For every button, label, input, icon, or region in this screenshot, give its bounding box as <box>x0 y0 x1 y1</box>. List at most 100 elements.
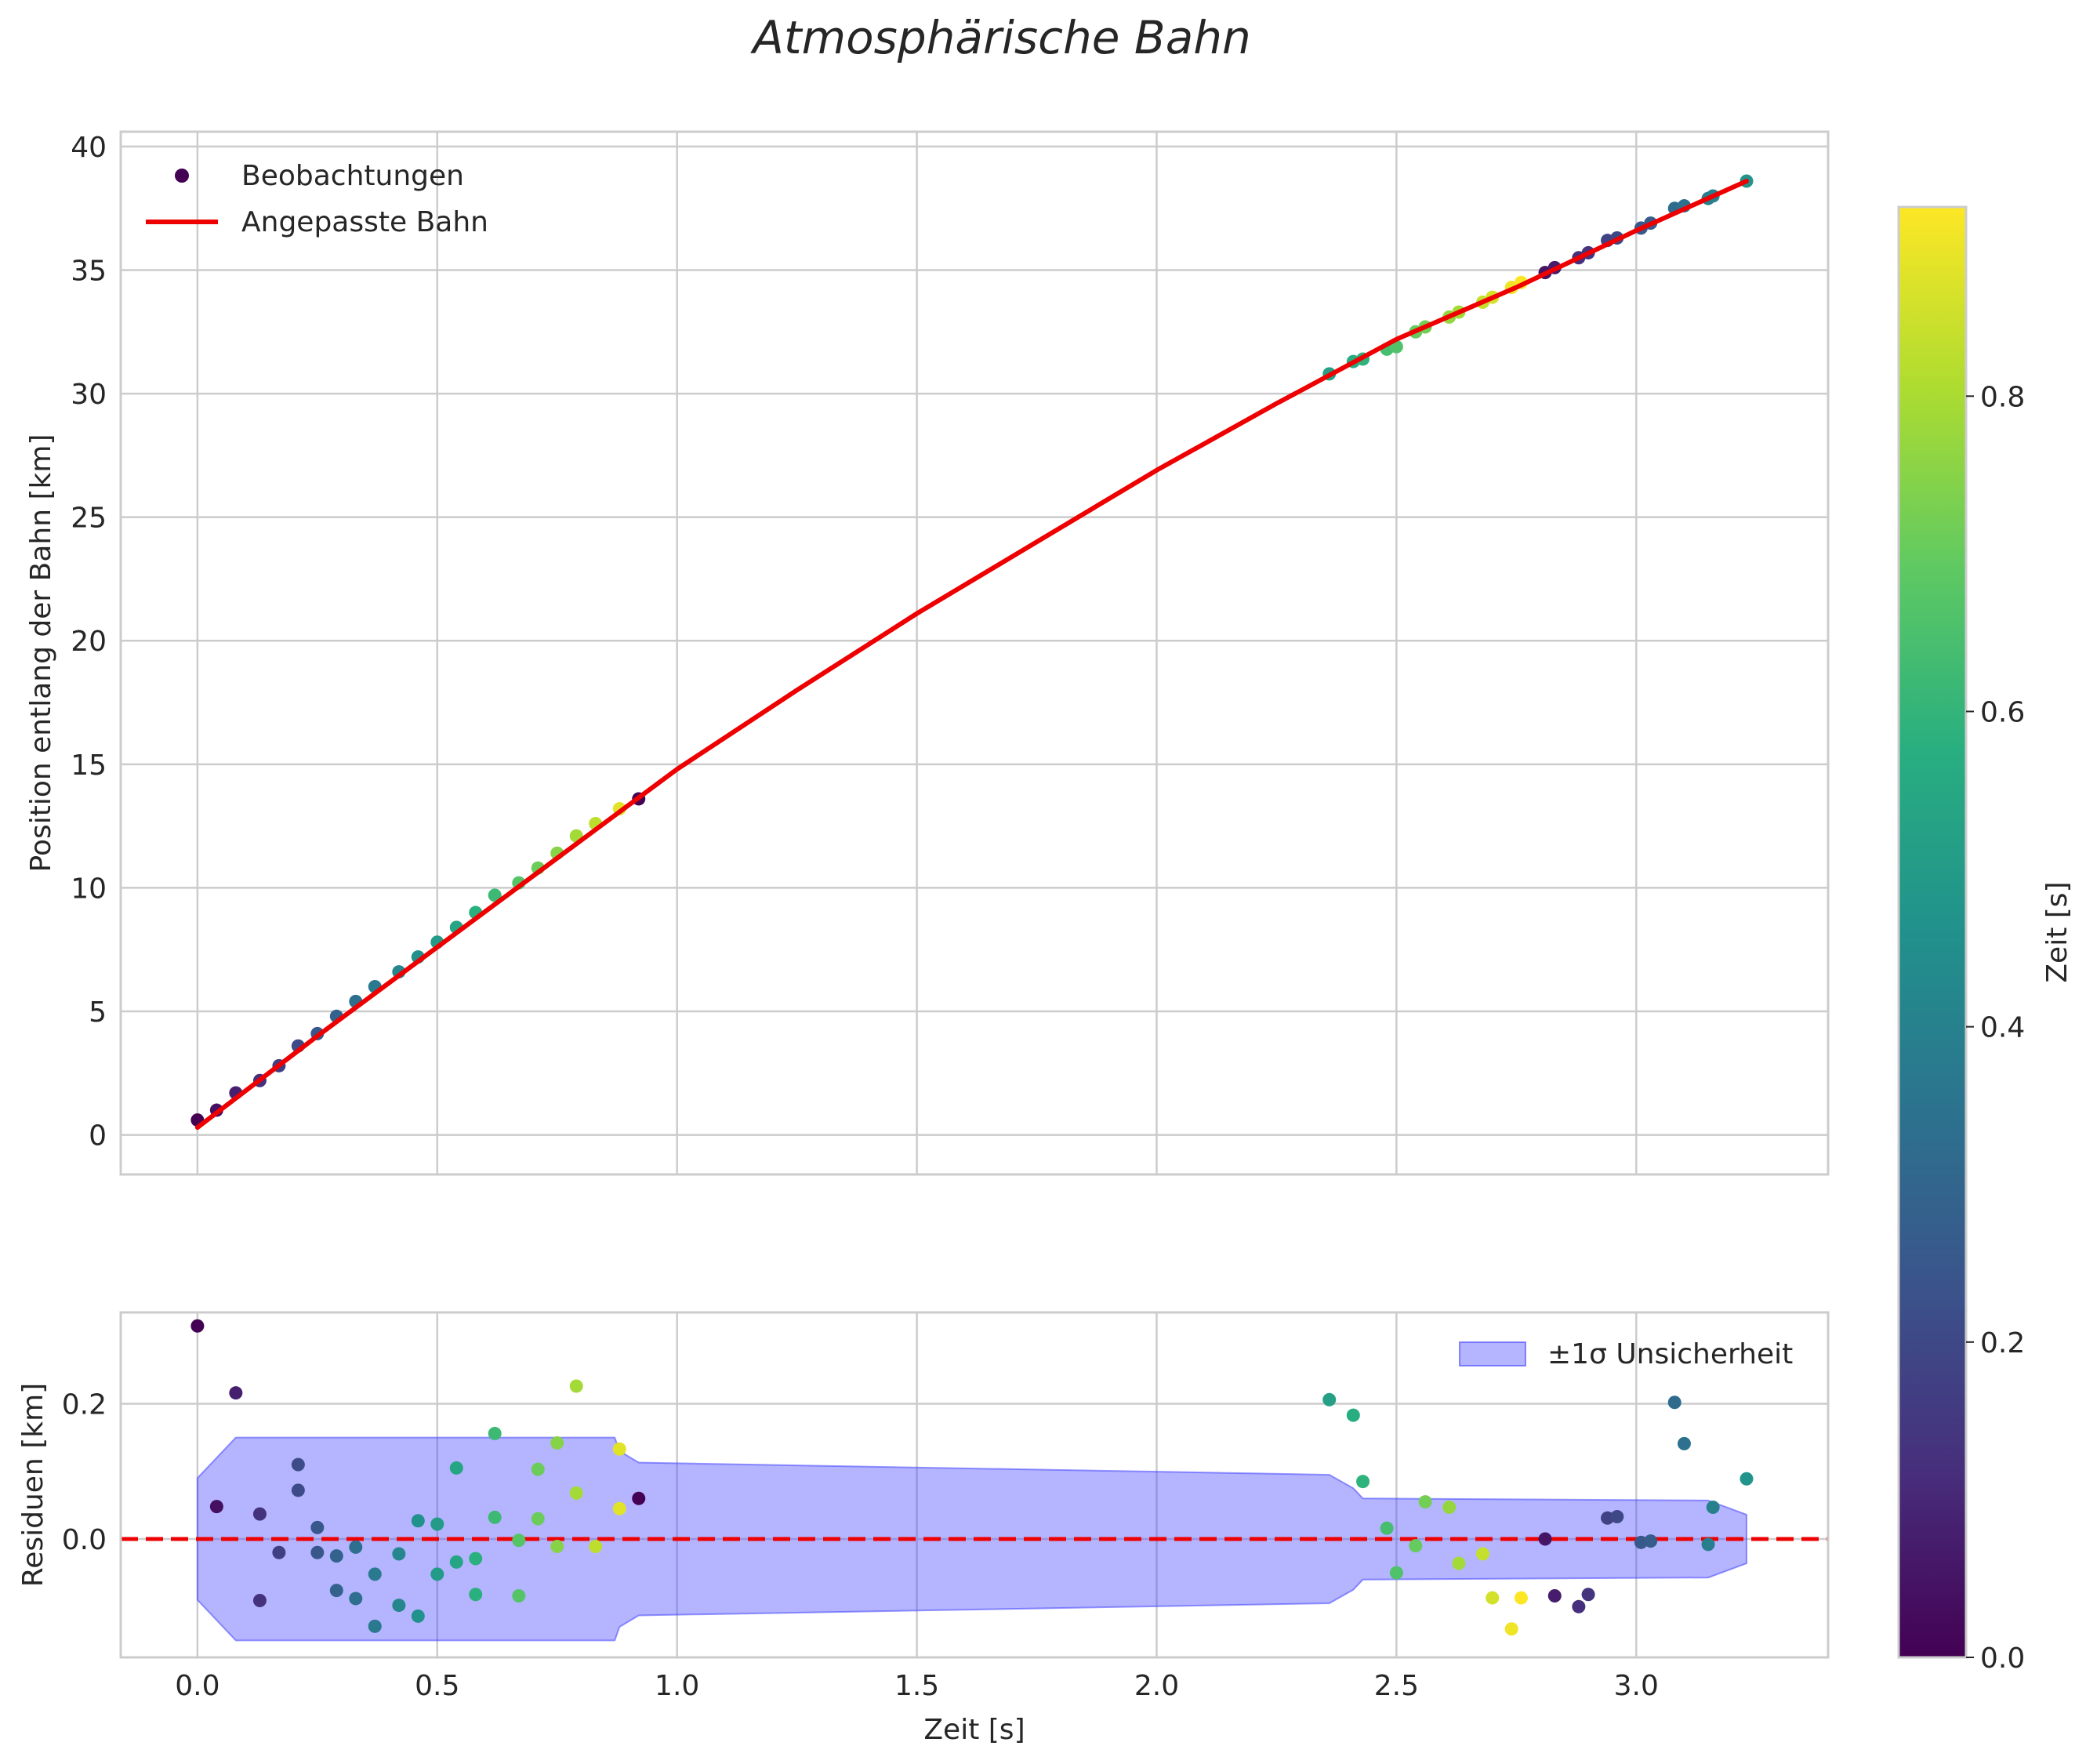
residual-point <box>1346 1408 1360 1422</box>
top-y-tick-label: 0 <box>89 1120 107 1152</box>
residual-point <box>368 1619 382 1633</box>
residual-point <box>1706 1500 1720 1514</box>
residual-point <box>1389 1566 1403 1580</box>
residual-point <box>1677 1436 1691 1450</box>
residual-point <box>272 1545 286 1559</box>
residual-point <box>1610 1510 1624 1524</box>
top-panel: 0 5 10 15 20 25 30 35 40 Position entlang der Ba… <box>25 130 1830 1176</box>
residual-point <box>329 1549 343 1563</box>
bottom-legend: ±1σ Unsicherheit <box>1459 1338 1793 1370</box>
colorbar-tick-label: 0.8 <box>1980 381 2025 413</box>
residual-point <box>550 1436 564 1450</box>
residual-point <box>1644 1534 1658 1548</box>
residual-point <box>589 1540 603 1554</box>
top-y-axis-label: Position entlang der Bahn [km] <box>25 434 57 873</box>
residual-point <box>252 1507 267 1521</box>
residual-point <box>310 1520 325 1534</box>
residual-point <box>291 1457 305 1472</box>
residual-point <box>1486 1591 1500 1605</box>
legend-observations-label: Beobachtungen <box>241 160 464 192</box>
top-y-tick-label: 5 <box>89 996 107 1029</box>
legend-fit-line-label: Angepasste Bahn <box>241 206 488 238</box>
top-y-tick-label: 40 <box>71 132 107 164</box>
bottom-x-tick-label: 1.0 <box>655 1670 699 1702</box>
residual-point <box>1322 1392 1337 1406</box>
bottom-x-tick-label: 0.5 <box>415 1670 459 1702</box>
residual-point <box>1409 1539 1423 1553</box>
bottom-y-tick-label: 0.2 <box>62 1388 107 1421</box>
top-y-tick-label: 30 <box>71 379 107 411</box>
residual-point <box>229 1386 243 1400</box>
bottom-panel: 0.0 0.5 1.0 1.5 2.0 2.5 3.0 0.0 0.2 Residuen [km… <box>17 1311 1830 1746</box>
residual-point <box>469 1552 483 1566</box>
top-y-tick-label: 25 <box>71 503 107 535</box>
residual-point <box>1514 1591 1528 1605</box>
residual-point <box>291 1483 305 1497</box>
bottom-axes-frame <box>119 1311 1830 1659</box>
residual-point <box>310 1545 325 1559</box>
top-y-tick-label: 15 <box>71 750 107 782</box>
residual-point <box>550 1540 564 1554</box>
residual-point <box>392 1547 406 1561</box>
bottom-y-tick-label: 0.0 <box>62 1524 107 1556</box>
top-y-tick-label: 20 <box>71 626 107 658</box>
legend-observations-marker <box>175 169 189 183</box>
colorbar-tick-label: 0.4 <box>1980 1012 2025 1044</box>
residual-point <box>488 1426 502 1440</box>
residual-point <box>329 1584 343 1598</box>
residual-point <box>512 1534 526 1548</box>
colorbar: 0.0 0.2 0.4 0.6 0.8 Zeit [s] <box>1897 205 2073 1675</box>
fitted-trajectory-line <box>194 179 1749 1131</box>
residual-point <box>612 1501 626 1515</box>
bottom-data <box>121 1319 1828 1642</box>
legend-uncertainty-swatch <box>1459 1341 1526 1367</box>
top-y-tick-label: 35 <box>71 255 107 287</box>
observation-point <box>488 888 502 902</box>
bottom-ticks: 0.0 0.5 1.0 1.5 2.0 2.5 3.0 0.0 0.2 <box>62 1388 1659 1702</box>
residual-point <box>449 1555 463 1569</box>
residual-point <box>449 1461 463 1475</box>
residual-point <box>411 1514 425 1528</box>
residual-point <box>1667 1396 1681 1410</box>
residual-point <box>488 1510 502 1524</box>
uncertainty-band <box>196 1436 1747 1642</box>
bottom-x-tick-label: 1.5 <box>894 1670 939 1702</box>
residual-point <box>569 1486 583 1500</box>
colorbar-tick-label: 0.2 <box>1980 1327 2025 1359</box>
residual-point <box>1476 1547 1490 1561</box>
residual-point <box>252 1594 267 1608</box>
top-y-tick-label: 10 <box>71 873 107 905</box>
residual-point <box>1380 1521 1394 1535</box>
residual-point <box>632 1491 646 1505</box>
residual-point <box>469 1588 483 1602</box>
residual-point <box>569 1379 583 1393</box>
legend-uncertainty-label: ±1σ Unsicherheit <box>1547 1338 1793 1370</box>
colorbar-frame <box>1897 205 1968 1659</box>
colorbar-tick-label: 0.6 <box>1980 696 2025 728</box>
residual-point <box>512 1588 526 1602</box>
chart-title: Atmosphärische Bahn <box>749 11 1251 64</box>
colorbar-label: Zeit [s] <box>2041 881 2073 982</box>
colorbar-gradient <box>1899 207 1966 1657</box>
residual-point <box>531 1462 545 1476</box>
residual-point <box>190 1319 205 1333</box>
residual-point <box>531 1512 545 1526</box>
residual-point <box>1418 1495 1432 1509</box>
residual-point <box>1538 1532 1552 1546</box>
bottom-x-tick-label: 2.5 <box>1374 1670 1419 1702</box>
residual-point <box>1572 1599 1586 1613</box>
residual-point <box>1504 1622 1518 1636</box>
top-legend: Beobachtungen Angepasste Bahn <box>146 160 488 238</box>
residual-point <box>1740 1472 1754 1486</box>
residual-point <box>368 1567 382 1581</box>
colorbar-tick-label: 0.0 <box>1980 1642 2025 1675</box>
bottom-x-tick-label: 3.0 <box>1614 1670 1659 1702</box>
residual-point <box>411 1609 425 1623</box>
top-y-ticks: 0 5 10 15 20 25 30 35 40 <box>71 132 107 1152</box>
bottom-x-tick-label: 0.0 <box>175 1670 219 1702</box>
residual-point <box>1442 1500 1457 1514</box>
residual-point <box>392 1599 406 1613</box>
bottom-y-axis-label: Residuen [km] <box>17 1383 49 1587</box>
